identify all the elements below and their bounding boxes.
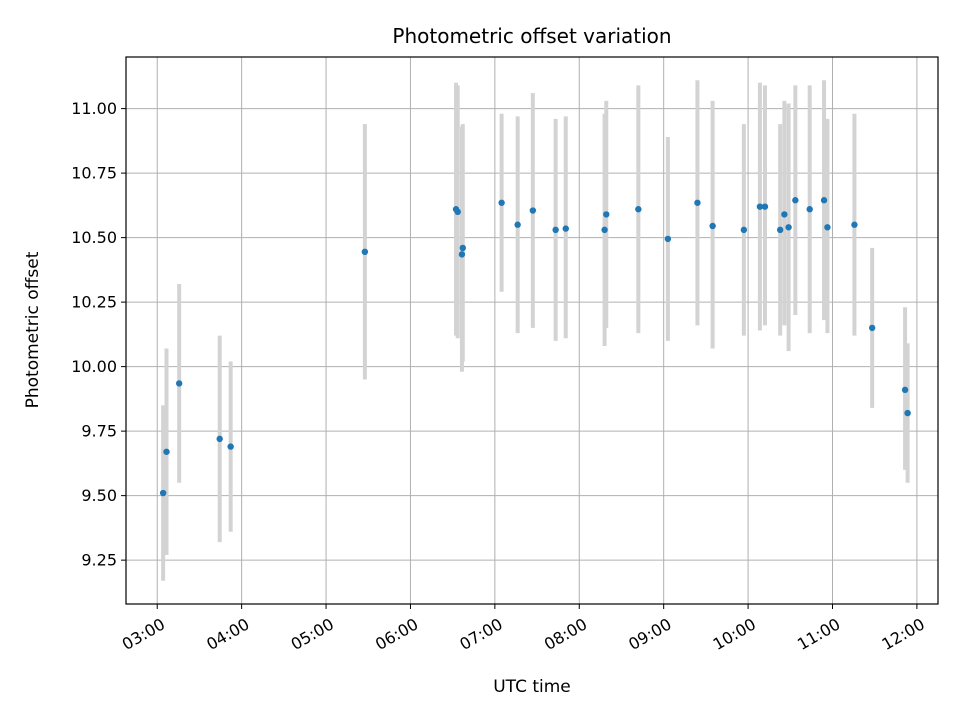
data-point [227, 443, 234, 450]
chart-title: Photometric offset variation [392, 24, 671, 48]
data-point [901, 386, 909, 394]
data-point [694, 199, 701, 206]
data-point [740, 226, 748, 234]
y-tick-label: 9.75 [81, 422, 117, 441]
data-point [562, 225, 569, 232]
data-point [806, 206, 813, 213]
y-tick-label: 11.00 [71, 99, 117, 118]
data-point [459, 244, 466, 252]
y-tick-label: 10.25 [71, 293, 117, 312]
y-tick-label: 10.75 [71, 164, 117, 183]
data-point [904, 409, 911, 417]
data-point [709, 222, 716, 230]
data-point [601, 226, 608, 234]
x-axis-label: UTC time [493, 677, 571, 697]
data-point [820, 197, 828, 204]
data-points [159, 197, 911, 497]
plot-frame [125, 56, 939, 605]
y-tick-label: 10.00 [71, 357, 117, 376]
data-point [361, 248, 369, 256]
y-axis-label: Photometric offset [23, 251, 43, 408]
data-point [603, 211, 610, 218]
data-point [159, 489, 167, 497]
data-point [552, 226, 559, 234]
data-point [175, 380, 183, 387]
data-point [781, 211, 788, 218]
data-point [529, 207, 537, 214]
y-tick-label: 10.50 [71, 228, 117, 247]
data-point [756, 203, 764, 210]
y-axis-ticks: 9.25 9.50 9.75 10.00 10.25 10.50 10.75 11.00 [71, 99, 126, 570]
data-point [761, 203, 769, 210]
y-tick-label: 9.25 [81, 551, 117, 570]
data-point [851, 221, 858, 228]
data-point [868, 324, 876, 332]
data-point [792, 197, 799, 204]
data-point [635, 206, 642, 213]
data-point [776, 226, 784, 234]
y-tick-label: 9.50 [81, 486, 117, 505]
data-point [785, 224, 792, 231]
data-point [824, 224, 831, 231]
data-point [163, 448, 170, 455]
data-point [514, 221, 521, 228]
data-point [454, 208, 461, 216]
data-point [216, 435, 223, 443]
data-point [498, 199, 505, 206]
data-point [664, 235, 672, 243]
data-point [458, 251, 466, 258]
